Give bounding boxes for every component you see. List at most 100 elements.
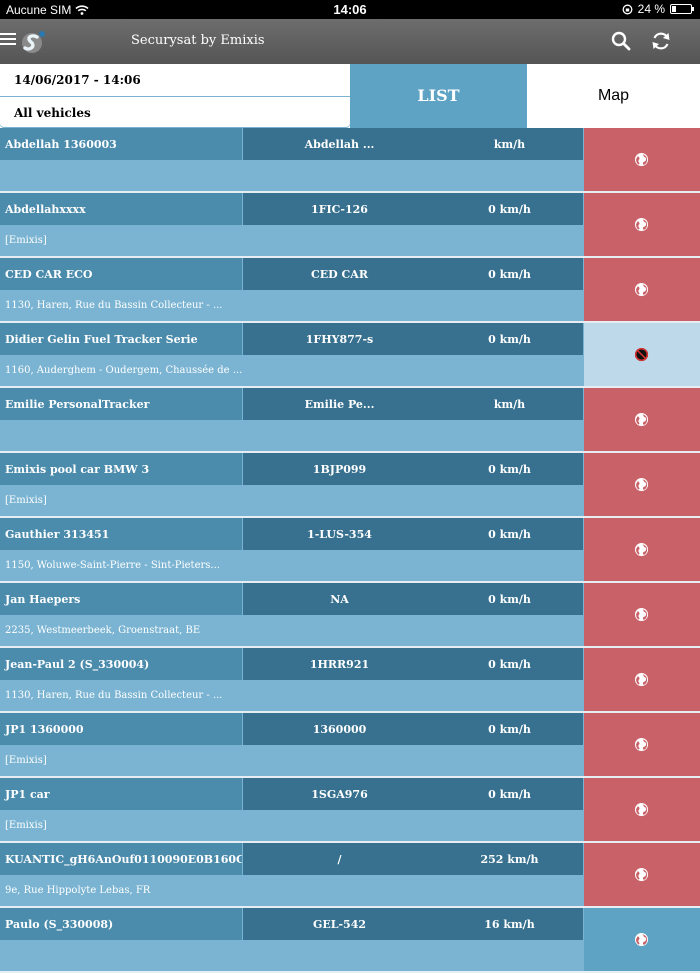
vehicle-speed: 0 km/h xyxy=(436,778,583,810)
carrier-group: Aucune SIM xyxy=(6,3,89,17)
vehicle-row[interactable]: Paulo (S_330008) GEL-542 16 km/h xyxy=(0,908,700,973)
vehicle-speed: 16 km/h xyxy=(436,908,583,940)
vehicle-row-main: JP1 car 1SGA976 0 km/h xyxy=(0,778,583,810)
row-separator xyxy=(0,516,700,518)
vehicle-name: Emixis pool car BMW 3 xyxy=(0,453,242,485)
vehicle-plate: 1HRR921 xyxy=(243,648,436,680)
vehicle-status-cell[interactable] xyxy=(584,323,700,386)
globe-icon xyxy=(634,672,649,687)
refresh-icon[interactable] xyxy=(649,29,673,53)
vehicle-address: 2235, Westmeerbeek, Groenstraat, BE xyxy=(0,616,583,646)
vehicle-plate: GEL-542 xyxy=(243,908,436,940)
vehicle-status-cell[interactable] xyxy=(584,453,700,516)
vehicle-row-main: Abdellah 1360003 Abdellah ... km/h xyxy=(0,128,583,160)
vehicle-status-cell[interactable] xyxy=(584,843,700,906)
vehicle-status-cell[interactable] xyxy=(584,583,700,646)
vehicle-address: [Emixis] xyxy=(0,486,583,516)
vehicle-row-main: Gauthier 313451 1-LUS-354 0 km/h xyxy=(0,518,583,550)
vehicle-address xyxy=(0,161,583,191)
globe-icon xyxy=(634,282,649,297)
vehicle-address: [Emixis] xyxy=(0,226,583,256)
vehicle-plate: 1SGA976 xyxy=(243,778,436,810)
vehicle-name: JP1 1360000 xyxy=(0,713,242,745)
tab-list[interactable]: LIST xyxy=(350,64,527,128)
vehicle-row-main: Jean-Paul 2 (S_330004) 1HRR921 0 km/h xyxy=(0,648,583,680)
app-header: Securysat by Emixis xyxy=(0,19,700,64)
vehicle-speed: 0 km/h xyxy=(436,193,583,225)
row-separator xyxy=(0,386,700,388)
vehicle-status-cell[interactable] xyxy=(584,388,700,451)
vehicle-row-main: Emilie PersonalTracker Emilie Pe... km/h xyxy=(0,388,583,420)
vehicle-name: Emilie PersonalTracker xyxy=(0,388,242,420)
battery-group: 24 % xyxy=(622,2,694,16)
vehicle-address: 9e, Rue Hippolyte Lebas, FR xyxy=(0,876,583,906)
vehicle-status-cell[interactable] xyxy=(584,193,700,256)
globe-icon xyxy=(634,867,649,882)
vehicle-row[interactable]: JP1 1360000 1360000 0 km/h [Emixis] xyxy=(0,713,700,778)
vehicle-row[interactable]: Jean-Paul 2 (S_330004) 1HRR921 0 km/h 11… xyxy=(0,648,700,713)
offline-globe-icon xyxy=(634,347,649,362)
vehicle-filter-select[interactable]: All vehicles xyxy=(0,96,350,128)
vehicle-name: Paulo (S_330008) xyxy=(0,908,242,940)
vehicle-address: 1160, Auderghem - Oudergem, Chaussée de … xyxy=(0,356,583,386)
vehicle-name: JP1 car xyxy=(0,778,242,810)
vehicle-row[interactable]: Abdellah 1360003 Abdellah ... km/h xyxy=(0,128,700,193)
date-field[interactable]: 14/06/2017 - 14:06 xyxy=(0,64,350,95)
search-icon[interactable] xyxy=(609,29,633,53)
vehicle-row[interactable]: Gauthier 313451 1-LUS-354 0 km/h 1150, W… xyxy=(0,518,700,583)
vehicle-status-cell[interactable] xyxy=(584,128,700,191)
vehicle-name: Gauthier 313451 xyxy=(0,518,242,550)
vehicle-plate: 1BJP099 xyxy=(243,453,436,485)
vehicle-address: 1130, Haren, Rue du Bassin Collecteur - … xyxy=(0,681,583,711)
battery-icon xyxy=(670,4,694,14)
vehicle-plate: 1360000 xyxy=(243,713,436,745)
row-separator xyxy=(0,711,700,713)
filter-bar: 14/06/2017 - 14:06 All vehicles LIST Map xyxy=(0,64,700,128)
vehicle-plate: NA xyxy=(243,583,436,615)
vehicle-list: Abdellah 1360003 Abdellah ... km/h Abdel… xyxy=(0,128,700,973)
vehicle-name: KUANTIC_gH6AnOuf0110090E0B160C31802... xyxy=(0,843,242,875)
vehicle-row[interactable]: KUANTIC_gH6AnOuf0110090E0B160C31802... /… xyxy=(0,843,700,908)
vehicle-speed: 0 km/h xyxy=(436,583,583,615)
vehicle-speed: km/h xyxy=(436,128,583,160)
globe-icon xyxy=(634,542,649,557)
vehicle-address xyxy=(0,421,583,451)
vehicle-address: [Emixis] xyxy=(0,811,583,841)
vehicle-name: Abdellah 1360003 xyxy=(0,128,242,160)
row-separator xyxy=(0,451,700,453)
vehicle-row-main: Emixis pool car BMW 3 1BJP099 0 km/h xyxy=(0,453,583,485)
vehicle-status-cell[interactable] xyxy=(584,258,700,321)
status-bar: Aucune SIM 14:06 24 % xyxy=(0,0,700,19)
vehicle-row-main: Abdellahxxxx 1FIC-126 0 km/h xyxy=(0,193,583,225)
vehicle-row[interactable]: Didier Gelin Fuel Tracker Serie 1FHY877-… xyxy=(0,323,700,388)
vehicle-row-main: Jan Haepers NA 0 km/h xyxy=(0,583,583,615)
vehicle-status-cell[interactable] xyxy=(584,778,700,841)
vehicle-row[interactable]: Jan Haepers NA 0 km/h 2235, Westmeerbeek… xyxy=(0,583,700,648)
vehicle-speed: 0 km/h xyxy=(436,518,583,550)
globe-icon xyxy=(634,217,649,232)
row-separator xyxy=(0,776,700,778)
vehicle-row[interactable]: Emixis pool car BMW 3 1BJP099 0 km/h [Em… xyxy=(0,453,700,518)
vehicle-row[interactable]: JP1 car 1SGA976 0 km/h [Emixis] xyxy=(0,778,700,843)
clock: 14:06 xyxy=(333,2,367,17)
vehicle-row[interactable]: CED CAR ECO CED CAR 0 km/h 1130, Haren, … xyxy=(0,258,700,323)
vehicle-speed: 252 km/h xyxy=(436,843,583,875)
vehicle-status-cell[interactable] xyxy=(584,908,700,971)
vehicle-plate: Emilie Pe... xyxy=(243,388,436,420)
vehicle-plate: CED CAR xyxy=(243,258,436,290)
tab-map[interactable]: Map xyxy=(527,64,700,128)
row-separator xyxy=(0,321,700,323)
vehicle-status-cell[interactable] xyxy=(584,713,700,776)
vehicle-plate: 1FHY877-s xyxy=(243,323,436,355)
menu-icon[interactable] xyxy=(0,33,16,47)
vehicle-row[interactable]: Abdellahxxxx 1FIC-126 0 km/h [Emixis] xyxy=(0,193,700,258)
vehicle-status-cell[interactable] xyxy=(584,648,700,711)
globe-icon xyxy=(634,802,649,817)
globe-icon xyxy=(634,152,649,167)
vehicle-plate: 1-LUS-354 xyxy=(243,518,436,550)
vehicle-status-cell[interactable] xyxy=(584,518,700,581)
logo xyxy=(22,31,45,53)
vehicle-plate: / xyxy=(243,843,436,875)
vehicle-row[interactable]: Emilie PersonalTracker Emilie Pe... km/h xyxy=(0,388,700,453)
row-separator xyxy=(0,191,700,193)
